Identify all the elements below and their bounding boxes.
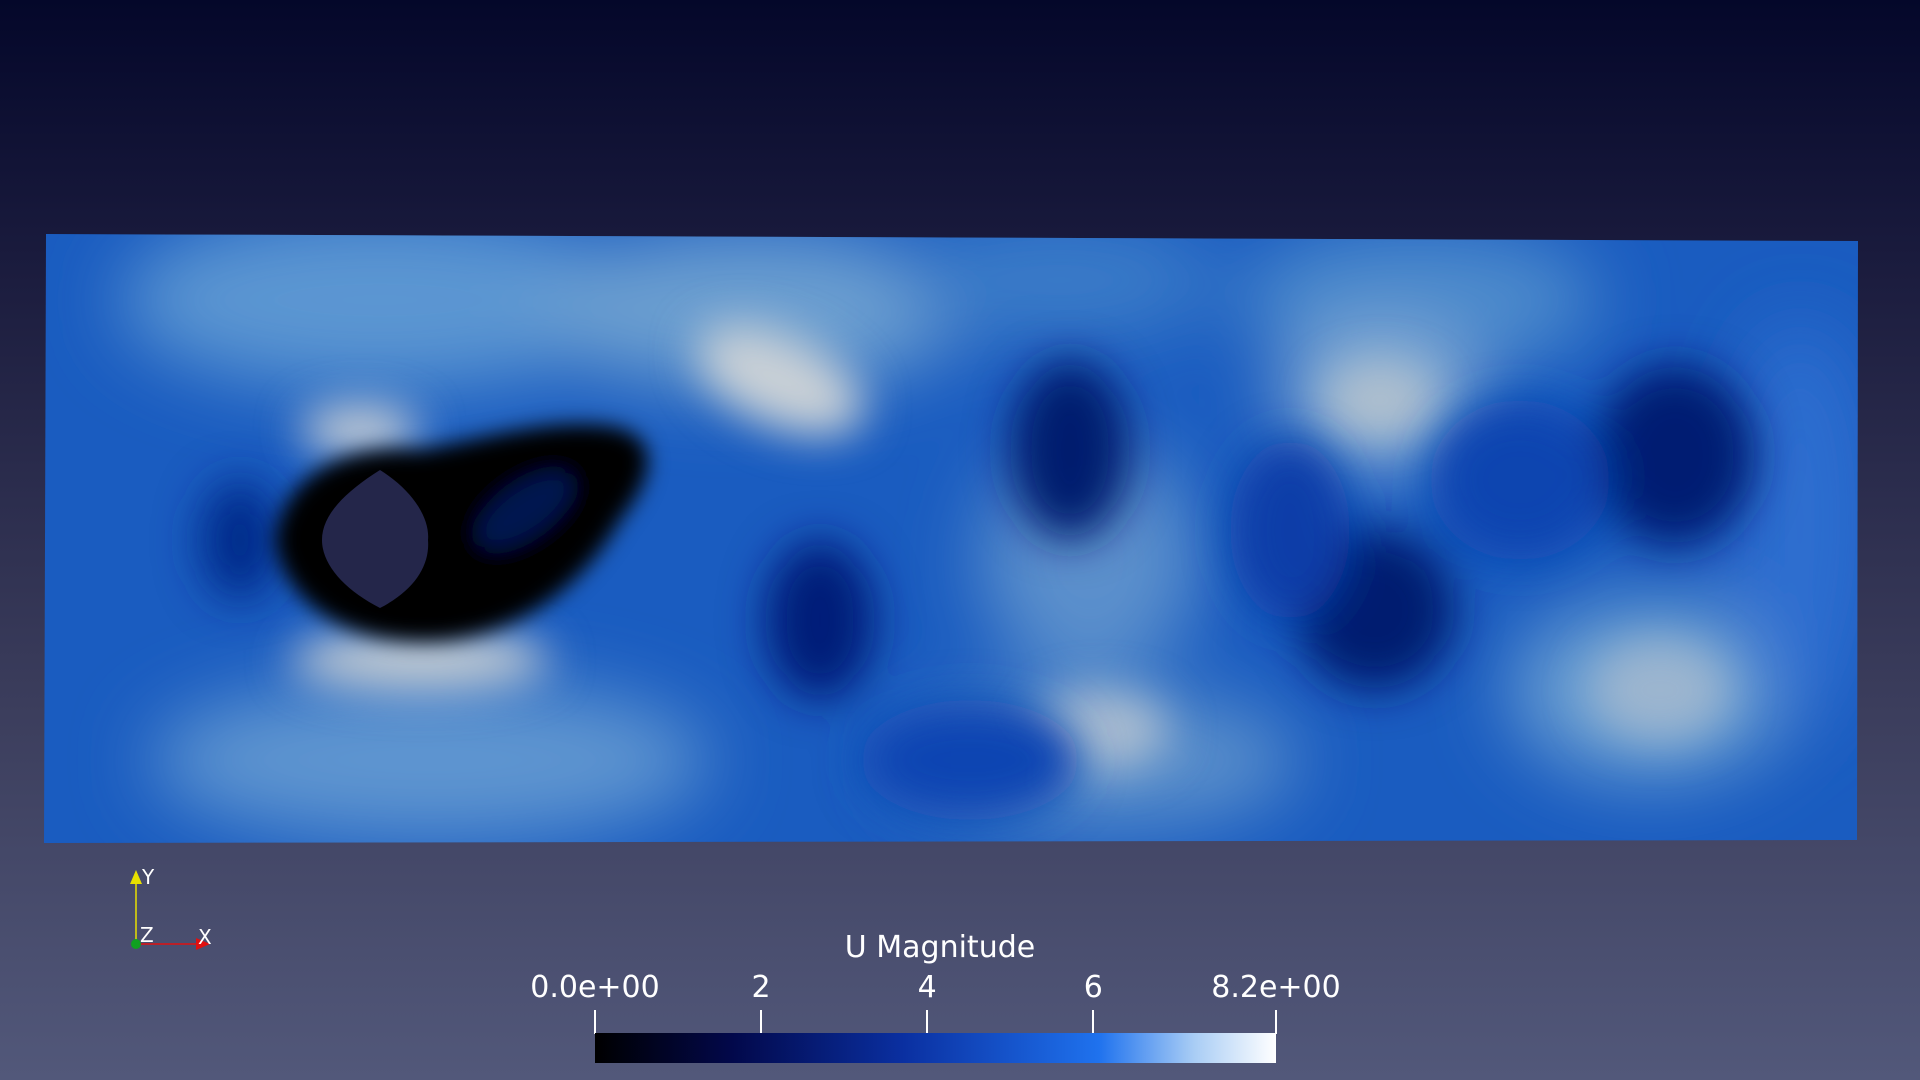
colorbar-tick-mark	[1275, 1010, 1277, 1034]
colorbar-tick-label: 6	[1083, 970, 1103, 1005]
x-axis-arrowhead	[196, 938, 210, 950]
colorbar-tick-label: 0.0e+00	[530, 970, 660, 1005]
colorbar-tick-label: 2	[751, 970, 771, 1005]
peak-velocity-bands	[290, 324, 1730, 770]
colorbar-title: U Magnitude	[844, 930, 1036, 965]
cylinder-obstacle	[322, 470, 429, 608]
orientation-axes: Y X Z	[130, 865, 212, 950]
colorbar-tick-mark	[926, 1010, 929, 1034]
y-axis-arrowhead	[130, 870, 142, 884]
scalar-colorbar[interactable]: U Magnitude 0.0e+00 2 4 6 8.2e+00	[530, 928, 1350, 1068]
slow-vortex-cores	[200, 360, 1755, 820]
flow-domain	[44, 234, 1858, 843]
colorbar-tick-mark	[594, 1010, 596, 1034]
y-axis-label: Y	[141, 865, 155, 889]
z-axis-label: Z	[140, 923, 154, 947]
colorbar-tick-mark	[760, 1010, 763, 1034]
z-axis-dot	[131, 939, 141, 949]
colorbar-tick-label: 8.2e+00	[1211, 970, 1341, 1005]
x-axis-label: X	[198, 925, 212, 949]
colorbar-gradient	[595, 1033, 1276, 1063]
colorbar-tick-label: 4	[917, 970, 937, 1005]
colorbar-tick-mark	[1092, 1010, 1095, 1034]
